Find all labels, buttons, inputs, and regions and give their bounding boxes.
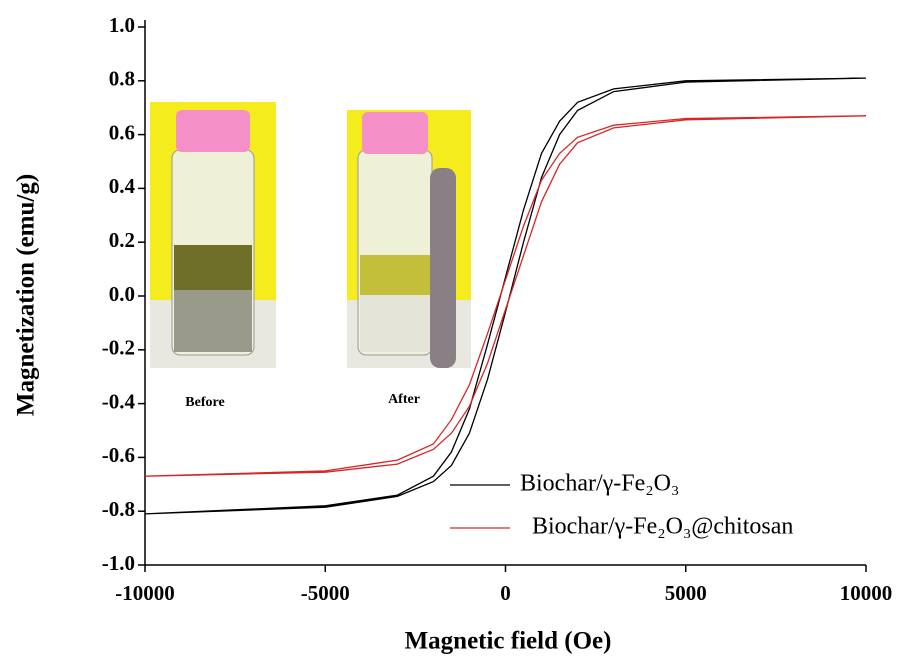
y-tick-label: 0.4 xyxy=(109,174,136,198)
y-tick-label: 0.6 xyxy=(109,120,135,144)
y-tick-label: 0.8 xyxy=(109,67,135,91)
x-tick-label: 5000 xyxy=(665,581,707,605)
annotation: After xyxy=(388,392,420,407)
y-tick-label: 0.0 xyxy=(109,282,135,306)
y-tick-label: -1.0 xyxy=(102,551,135,575)
y-tick-label: -0.6 xyxy=(102,443,135,467)
y-tick-label: -0.2 xyxy=(102,336,135,360)
inset-photo-before xyxy=(150,102,276,368)
y-tick-label: -0.4 xyxy=(102,389,136,413)
annotation: Before xyxy=(185,395,224,410)
x-axis-label: Magnetic field (Oe) xyxy=(405,628,612,655)
x-tick-label: -5000 xyxy=(301,581,350,605)
inset-photo-after xyxy=(347,110,471,368)
x-tick-label: 10000 xyxy=(840,581,893,605)
chart: Before After Magnetic field (Oe) Magneti… xyxy=(0,0,908,660)
y-tick-label: 0.2 xyxy=(109,228,135,252)
legend-label: Biochar/γ-Fe₂O₃ xyxy=(520,471,679,497)
x-tick-label: 0 xyxy=(500,581,511,605)
y-tick-label: 1.0 xyxy=(109,13,135,37)
x-tick-label: -10000 xyxy=(115,581,175,605)
y-axis-label: Magnetization (emu/g) xyxy=(13,174,40,416)
y-tick-label: -0.8 xyxy=(102,497,135,521)
legend-label: Biochar/γ-Fe₂O₃@chitosan xyxy=(532,514,793,540)
